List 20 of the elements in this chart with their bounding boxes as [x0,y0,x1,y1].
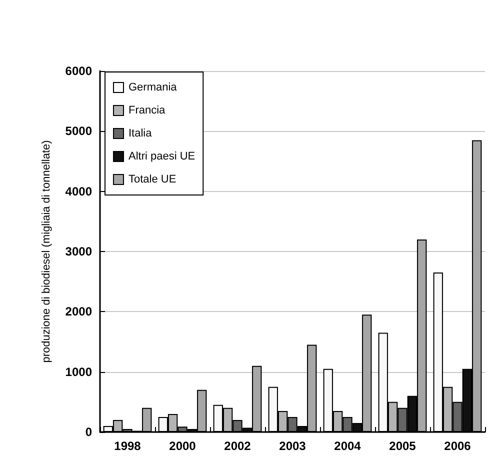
x-tick-label: 2006 [444,439,472,453]
legend-label: Francia [128,104,166,116]
y-tick-label: 2000 [65,304,92,319]
x-tick-label: 2000 [169,439,196,453]
y-tick-label: 3000 [65,244,92,258]
y-tick-label: 1000 [65,364,92,379]
y-tick-label: 0 [85,425,92,439]
x-tick-label: 1998 [114,439,142,453]
legend-label: Altri paesi UE [128,150,196,162]
y-tick-label: 5000 [65,124,92,138]
y-tick-label: 6000 [65,64,92,78]
x-tick-label: 2002 [224,439,252,453]
x-tick-label: 2003 [279,439,306,453]
y-tick-label: 4000 [65,184,92,198]
y-axis-title: produzione di biodiesel (migliaia di tonnellate) [40,140,52,363]
legend-label: Italia [128,128,153,140]
x-tick-label: 2005 [389,439,416,453]
legend-label: Germania [128,82,178,94]
legend-label: Totale UE [128,174,176,186]
x-tick-label: 2004 [334,439,362,453]
